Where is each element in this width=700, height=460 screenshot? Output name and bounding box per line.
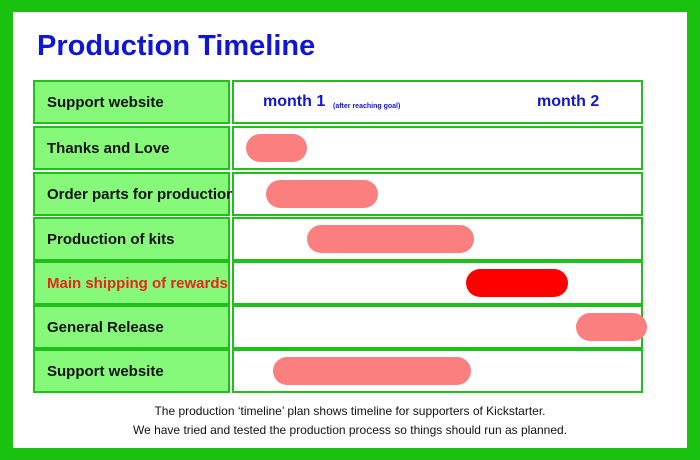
caption-line-1: The production ‘timeline’ plan shows tim… [154, 404, 546, 418]
header-label: Support website [33, 80, 230, 124]
task-bar [246, 134, 307, 162]
task-label: Production of kits [33, 217, 230, 261]
task-bar [273, 357, 471, 385]
timeline-panel: Production Timeline Support website mont… [13, 12, 687, 448]
task-track [232, 261, 643, 305]
task-label: Order parts for production [33, 172, 235, 216]
task-label: Support website [33, 349, 230, 393]
task-label: General Release [33, 305, 230, 349]
task-track [232, 172, 643, 216]
month-2-label: month 2 [537, 93, 600, 110]
month-1-note: (after reaching goal) [333, 103, 401, 110]
task-label: Thanks and Love [33, 126, 230, 170]
task-track [232, 126, 643, 170]
month-1-label: month 1 [263, 93, 326, 110]
header-track: month 1 (after reaching goal) month 2 [232, 80, 643, 124]
task-bar [576, 313, 647, 341]
page-title: Production Timeline [37, 30, 316, 62]
caption-line-2: We have tried and tested the production … [132, 423, 568, 437]
task-track [232, 349, 643, 393]
task-track [232, 305, 647, 349]
task-label: Main shipping of rewards [33, 261, 230, 305]
task-bar [266, 180, 378, 208]
task-bar [307, 225, 474, 253]
task-bar-highlight [466, 269, 568, 297]
task-track [232, 217, 643, 261]
